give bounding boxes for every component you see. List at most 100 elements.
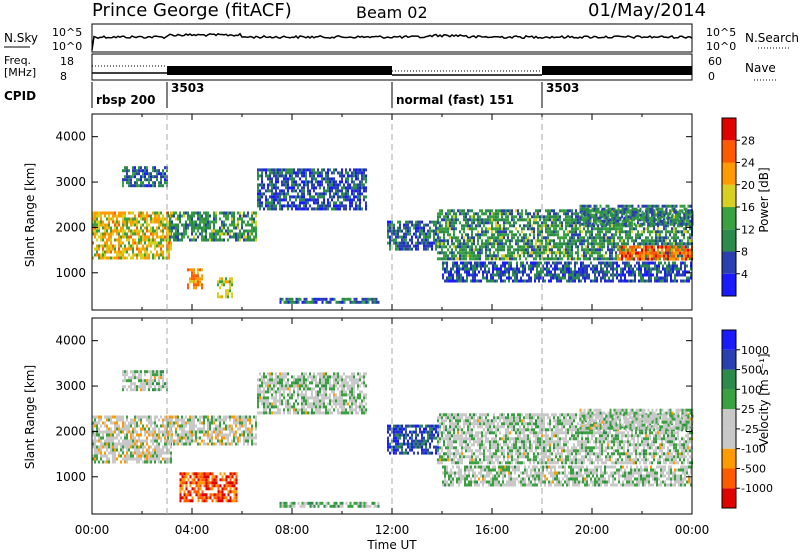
echo-cell: [470, 279, 472, 283]
echo-cell: [98, 439, 100, 443]
echo-cell: [609, 257, 611, 261]
echo-cell: [183, 211, 185, 215]
echo-cell: [156, 178, 158, 182]
echo-cell: [291, 204, 293, 208]
echo-cell: [160, 439, 162, 443]
echo-cell: [479, 236, 481, 240]
echo-cell: [130, 454, 132, 458]
echo-cell: [389, 235, 391, 239]
echo-cell: [291, 174, 293, 178]
echo-cell: [679, 230, 681, 234]
echo-cell: [503, 224, 505, 228]
echo-cell: [637, 204, 640, 208]
echo-cell: [409, 226, 411, 230]
echo-cell: [150, 250, 152, 254]
echo-cell: [148, 223, 150, 227]
echo-cell: [106, 211, 108, 215]
echo-cell: [486, 273, 488, 277]
echo-cell: [580, 264, 582, 268]
echo-cell: [539, 233, 541, 237]
echo-cell: [607, 212, 609, 216]
echo-cell: [655, 233, 657, 237]
echo-cell: [481, 248, 483, 252]
echo-cell: [574, 276, 576, 280]
echo-cell: [493, 251, 495, 255]
echo-cell: [629, 248, 631, 252]
echo-cell: [534, 261, 536, 265]
echo-cell: [555, 245, 557, 249]
echo-cell: [164, 427, 166, 431]
echo-cell: [655, 230, 657, 234]
echo-cell: [509, 224, 511, 228]
echo-cell: [273, 207, 275, 211]
echo-cell: [305, 198, 307, 202]
echo-cell: [154, 217, 156, 221]
echo-cell: [309, 195, 311, 199]
echo-cell: [130, 457, 132, 461]
echo-cell: [349, 195, 351, 199]
echo-cell: [563, 218, 565, 222]
echo-cell: [457, 245, 459, 249]
echo-cell: [471, 209, 473, 213]
echo-cell: [618, 273, 620, 277]
echo-cell: [142, 256, 144, 260]
echo-cell: [223, 223, 225, 227]
echo-cell: [543, 251, 545, 255]
echo-cell: [189, 277, 191, 281]
echo-cell: [94, 247, 96, 251]
echo-cell: [128, 238, 130, 242]
echo-cell: [644, 279, 646, 283]
echo-cell: [686, 264, 688, 268]
echo-cell: [247, 214, 249, 218]
echo-cell: [227, 229, 229, 233]
echo-cell: [281, 180, 283, 184]
echo-cell: [170, 460, 172, 464]
echo-cell: [357, 207, 359, 211]
echo-cell: [547, 215, 549, 219]
echo-cell: [142, 223, 144, 227]
echo-cell: [301, 168, 303, 172]
echo-cell: [128, 253, 130, 257]
echo-cell: [365, 168, 367, 172]
echo-cell: [217, 238, 219, 242]
echo-cell: [375, 297, 378, 301]
echo-cell: [106, 241, 108, 245]
echo-cell: [439, 227, 441, 231]
echo-cell: [529, 245, 531, 249]
echo-cell: [511, 209, 513, 213]
echo-cell: [269, 174, 271, 178]
echo-cell: [225, 223, 227, 227]
echo-cell: [475, 218, 477, 222]
echo-cell: [441, 251, 443, 255]
echo-cell: [285, 198, 287, 202]
echo-cell: [100, 430, 102, 434]
echo-cell: [607, 219, 610, 223]
echo-cell: [185, 223, 187, 227]
echo-cell: [166, 220, 168, 224]
echo-cell: [538, 276, 540, 280]
echo-cell: [615, 210, 618, 214]
echo-cell: [635, 213, 638, 217]
echo-cell: [623, 222, 626, 226]
echo-cell: [683, 213, 686, 217]
echo-cell: [479, 209, 481, 213]
echo-cell: [679, 254, 681, 258]
echo-cell: [457, 209, 459, 213]
echo-cell: [571, 233, 573, 237]
echo-cell: [317, 183, 319, 187]
echo-cell: [132, 421, 134, 425]
echo-cell: [259, 195, 261, 199]
echo-cell: [158, 418, 160, 422]
echo-cell: [545, 221, 547, 225]
echo-cell: [307, 186, 309, 190]
echo-cell: [96, 244, 98, 248]
echo-cell: [293, 183, 295, 187]
echo-cell: [571, 245, 573, 249]
echo-cell: [680, 264, 682, 268]
echo-cell: [471, 239, 473, 243]
echo-cell: [168, 253, 170, 257]
echo-cell: [287, 204, 289, 208]
echo-cell: [617, 224, 619, 228]
echo-cell: [275, 198, 277, 202]
echo-cell: [583, 248, 585, 252]
